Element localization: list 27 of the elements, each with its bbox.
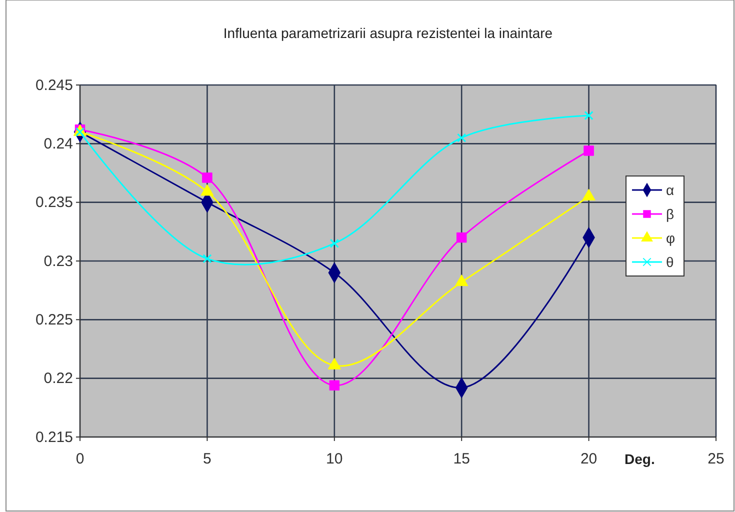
legend-label: θ xyxy=(666,254,674,270)
point xyxy=(584,146,594,156)
legend-label: β xyxy=(666,206,674,222)
point xyxy=(202,172,212,183)
point xyxy=(584,110,594,120)
x-tick-label: 0 xyxy=(76,450,84,468)
y-tick-label: 0.235 xyxy=(35,194,73,212)
y-tick-label: 0.22 xyxy=(44,370,73,388)
y-tick-label: 0.24 xyxy=(44,135,73,152)
x-tick-label: 25 xyxy=(708,450,724,468)
y-tick-label: 0.215 xyxy=(35,428,73,446)
x-tick-label: 5 xyxy=(203,450,212,468)
legend-label: α xyxy=(666,182,674,198)
point xyxy=(330,238,339,248)
chart-title: Influenta parametrizarii asupra rezistentei la inaintare xyxy=(223,25,553,41)
legend-label: φ xyxy=(666,230,676,246)
y-tick-label: 0.225 xyxy=(35,311,73,328)
point xyxy=(329,380,340,390)
x-tick-label: 15 xyxy=(453,450,470,468)
x-tick-label: 20 xyxy=(580,450,598,468)
x-axis-title: Deg. xyxy=(624,451,655,467)
y-tick-label: 0.245 xyxy=(35,76,73,94)
point xyxy=(457,133,466,142)
y-tick-label: 0.23 xyxy=(44,252,73,270)
point xyxy=(202,254,212,264)
x-tick-label: 10 xyxy=(326,450,343,468)
point xyxy=(456,232,467,243)
